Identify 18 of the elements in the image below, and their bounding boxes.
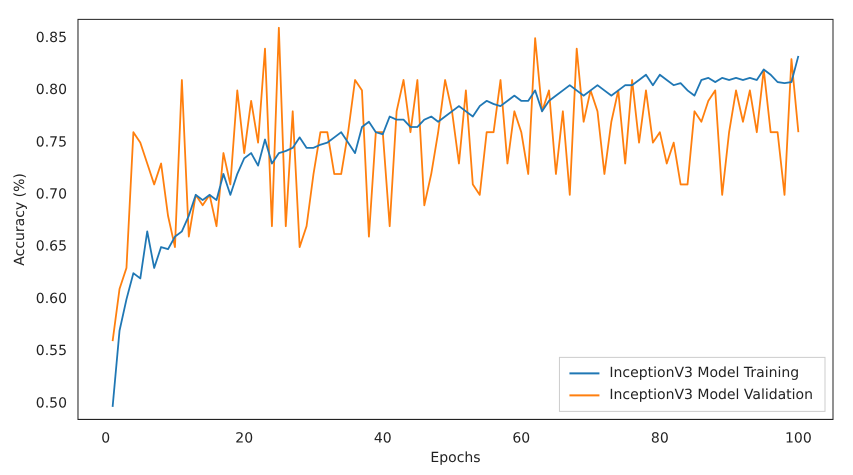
y-axis-title: Accuracy (%) [12,173,28,266]
x-tick-label: 20 [235,430,254,446]
x-tick-label: 40 [374,430,392,446]
y-tick-label: 0.50 [36,395,67,412]
y-tick-label: 0.60 [36,290,67,307]
y-tick-label: 0.70 [36,186,67,202]
y-tick-label: 0.55 [36,343,67,360]
y-tick-label: 0.75 [36,134,67,150]
y-tick-label: 0.85 [36,30,67,46]
x-axis-title: Epochs [430,450,481,466]
y-tick-label: 0.80 [36,82,67,98]
x-tick-label: 0 [101,430,110,446]
legend-label: InceptionV3 Model Validation [609,387,814,404]
x-tick-label: 100 [785,430,812,446]
x-tick-label: 80 [650,430,669,446]
x-tick-label: 60 [512,430,530,446]
legend-label: InceptionV3 Model Training [609,365,800,382]
y-tick-label: 0.65 [36,238,67,255]
